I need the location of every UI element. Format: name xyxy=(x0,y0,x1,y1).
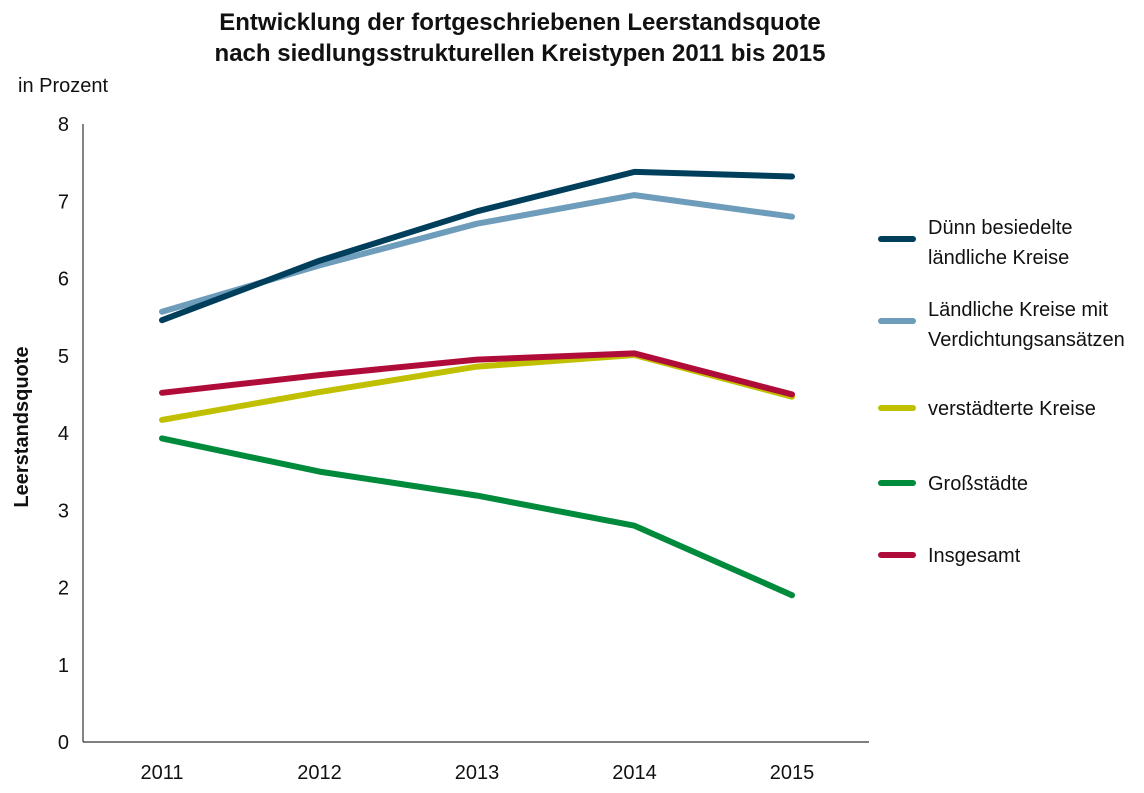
x-tick-label: 2013 xyxy=(455,762,500,784)
y-tick-label: 7 xyxy=(58,191,69,213)
x-axis-ticks: 2011 2012 2013 2014 2015 xyxy=(140,762,814,784)
unit-label: in Prozent xyxy=(18,75,108,97)
chart-title: Entwicklung der fortgeschriebenen Leerst… xyxy=(215,9,826,67)
y-tick-label: 0 xyxy=(58,732,69,754)
legend-label: Großstädte xyxy=(928,473,1028,495)
x-tick-label: 2014 xyxy=(612,762,657,784)
y-axis-title: Leerstandsquote xyxy=(11,346,33,507)
x-tick-label: 2015 xyxy=(770,762,815,784)
legend-label: Ländliche Kreise mit xyxy=(928,299,1109,321)
legend-label: Verdichtungsansätzen xyxy=(928,329,1125,351)
chart-title-line: Entwicklung der fortgeschriebenen Leerst… xyxy=(219,9,820,36)
y-tick-label: 2 xyxy=(58,578,69,600)
y-tick-label: 6 xyxy=(58,269,69,291)
y-tick-label: 4 xyxy=(58,423,69,445)
legend-label: ländliche Kreise xyxy=(928,247,1069,269)
y-tick-label: 1 xyxy=(58,655,69,677)
x-tick-label: 2011 xyxy=(140,762,183,784)
legend-label: Dünn besiedelte xyxy=(928,217,1073,239)
y-tick-label: 5 xyxy=(58,346,69,368)
legend: Dünn besiedelte ländliche Kreise Ländliche… xyxy=(878,217,1125,567)
legend-label: verstädterte Kreise xyxy=(928,398,1096,420)
series-line xyxy=(159,350,795,398)
y-tick-label: 3 xyxy=(58,500,69,522)
series-line xyxy=(159,168,795,324)
series-lines xyxy=(159,168,795,599)
x-tick-label: 2012 xyxy=(297,762,342,784)
chart-title-line: nach siedlungsstrukturellen Kreistypen 2… xyxy=(215,40,826,67)
y-tick-label: 8 xyxy=(58,114,69,136)
legend-label: Insgesamt xyxy=(928,545,1021,567)
series-line xyxy=(159,435,795,599)
series-line xyxy=(159,352,795,423)
y-axis-ticks: 0 1 2 3 4 5 6 7 8 xyxy=(58,114,69,754)
